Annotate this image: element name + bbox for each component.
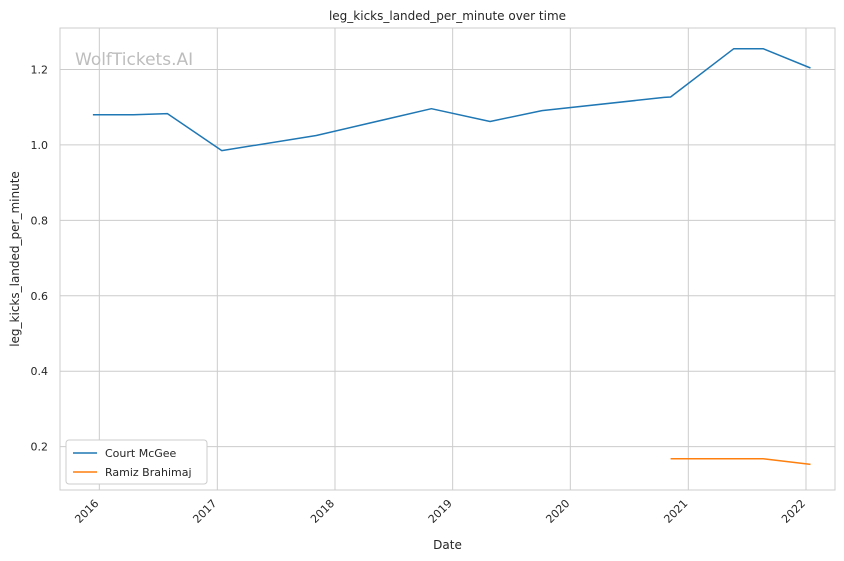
series-layer bbox=[92, 47, 811, 466]
plot-frame bbox=[59, 27, 836, 491]
x-axis-title: Date bbox=[433, 538, 462, 552]
y-tick-label: 0.6 bbox=[31, 290, 49, 303]
x-tick-label: 2018 bbox=[308, 497, 337, 526]
x-tick-label: 2019 bbox=[426, 497, 455, 526]
y-tick-label: 1.0 bbox=[31, 139, 49, 152]
y-tick-label: 0.4 bbox=[31, 365, 49, 378]
grid bbox=[60, 28, 835, 490]
y-tick-label: 0.8 bbox=[31, 214, 49, 227]
chart-title: leg_kicks_landed_per_minute over time bbox=[329, 9, 566, 23]
watermark: WolfTickets.AI bbox=[75, 50, 193, 70]
x-tick-label: 2016 bbox=[72, 497, 101, 526]
legend-label-ramiz-brahimaj: Ramiz Brahimaj bbox=[105, 466, 192, 479]
y-tick-label: 1.2 bbox=[31, 63, 49, 76]
legend-label-court-mcgee: Court McGee bbox=[105, 447, 177, 460]
x-tick-label: 2021 bbox=[661, 497, 690, 526]
legend: Court McGee Ramiz Brahimaj bbox=[65, 439, 208, 485]
x-tick-label: 2020 bbox=[543, 497, 572, 526]
y-axis-title: leg_kicks_landed_per_minute bbox=[8, 171, 22, 347]
y-tick-label: 0.2 bbox=[31, 441, 49, 454]
legend-box bbox=[65, 439, 208, 485]
series-line-ramiz-brahimaj bbox=[670, 457, 811, 466]
series-line-court-mcgee bbox=[92, 47, 811, 152]
x-axis-ticks: 2016 2017 2018 2019 2020 2021 2022 bbox=[72, 497, 808, 526]
y-axis-ticks: 0.2 0.4 0.6 0.8 1.0 1.2 bbox=[31, 63, 49, 453]
x-tick-label: 2022 bbox=[779, 497, 808, 526]
x-tick-label: 2017 bbox=[190, 497, 219, 526]
